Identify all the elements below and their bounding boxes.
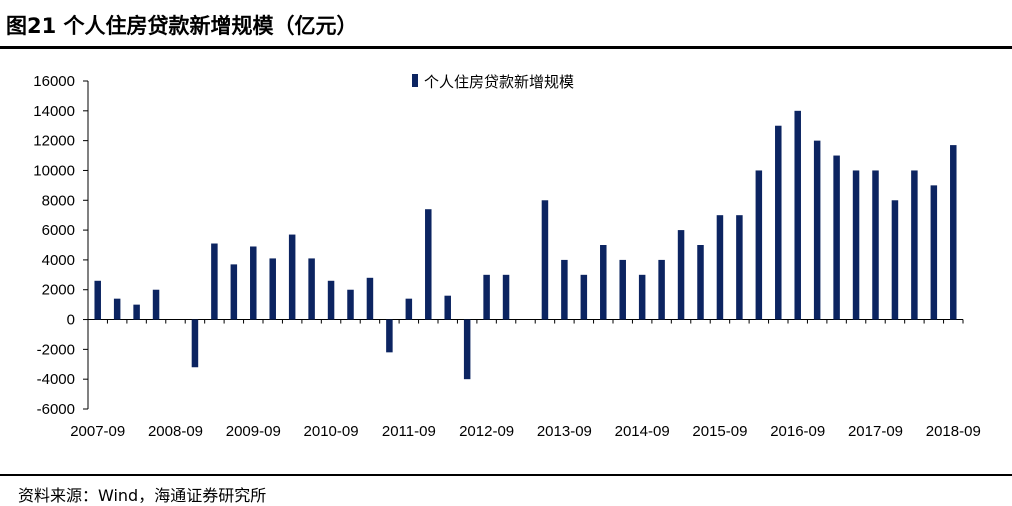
bar [463,319,471,380]
top-divider [0,46,1012,49]
bar [697,245,704,320]
chart-title: 图21 个人住房贷款新增规模（亿元） [6,14,358,38]
y-tick-label: -2000 [37,341,75,358]
bars [94,110,957,380]
bar [347,289,354,320]
bar [405,298,413,320]
bar [891,200,899,320]
y-tick-label: 10000 [33,162,75,179]
bar [775,125,782,320]
x-tick-label: 2009-09 [226,423,281,440]
bar [425,209,432,320]
bar [600,245,607,320]
bar [444,295,451,320]
bar [230,264,238,320]
x-tick-label: 2014-09 [615,423,670,440]
bar [638,274,646,320]
bar [94,280,101,320]
bar [950,145,957,320]
bar [619,259,626,320]
bar [288,234,296,320]
bar [386,319,393,353]
source-note: 资料来源：Wind，海通证券研究所 [18,486,267,505]
bar [191,319,199,368]
x-tick-label: 2008-09 [148,423,203,440]
y-tick-label: 8000 [42,192,75,209]
bar [736,215,743,320]
y-tick-label: 12000 [33,133,75,150]
x-tick-label: 2010-09 [304,423,359,440]
legend-label: 个人住房贷款新增规模 [424,73,574,91]
y-tick-label: 6000 [42,222,75,239]
bar [580,274,588,320]
bar [658,259,665,320]
bar [911,170,918,320]
y-tick-label: 4000 [42,252,75,269]
bar [716,215,724,320]
bar-chart: 个人住房贷款新增规模 16000 14000 12000 10000 8000 6000 4… [33,73,981,440]
y-tick-label: 16000 [33,73,75,90]
bar [872,170,879,320]
bar [113,298,121,320]
bar [269,258,276,320]
bar [852,170,860,320]
y-tick-label: 0 [67,312,75,329]
bar [677,230,685,320]
bar [502,274,510,320]
bar [794,110,801,320]
bar [561,259,568,320]
bar [308,258,315,320]
bar [813,140,821,320]
x-tick-label: 2011-09 [382,423,436,440]
x-tick-label: 2017-09 [848,423,903,440]
bar [541,200,549,320]
x-tick-label: 2007-09 [70,423,125,440]
bar [483,274,490,320]
bar [930,185,938,320]
bar [755,170,763,320]
bar [250,246,257,320]
y-tick-label: -6000 [37,401,75,418]
bar [833,155,840,320]
x-tick-label: 2015-09 [692,423,747,440]
y-axis: 16000 14000 12000 10000 8000 6000 4000 2000 0 -20… [33,73,89,418]
y-tick-label: 14000 [33,103,75,120]
x-tick-label: 2016-09 [770,423,825,440]
legend: 个人住房贷款新增规模 [412,73,574,91]
x-tick-label: 2018-09 [926,423,981,440]
x-tick-label: 2012-09 [459,423,514,440]
y-tick-label: -4000 [37,371,75,388]
x-tick-label: 2013-09 [537,423,592,440]
bar [366,277,374,320]
bar [133,304,140,320]
bar [327,280,335,320]
legend-swatch [412,74,418,87]
bar [152,289,160,320]
x-axis: 2007-09 2008-09 2009-09 2010-09 2011-09 2012-… [70,319,981,440]
bottom-divider [0,474,1012,476]
bar [211,243,218,320]
y-tick-label: 2000 [42,282,75,299]
